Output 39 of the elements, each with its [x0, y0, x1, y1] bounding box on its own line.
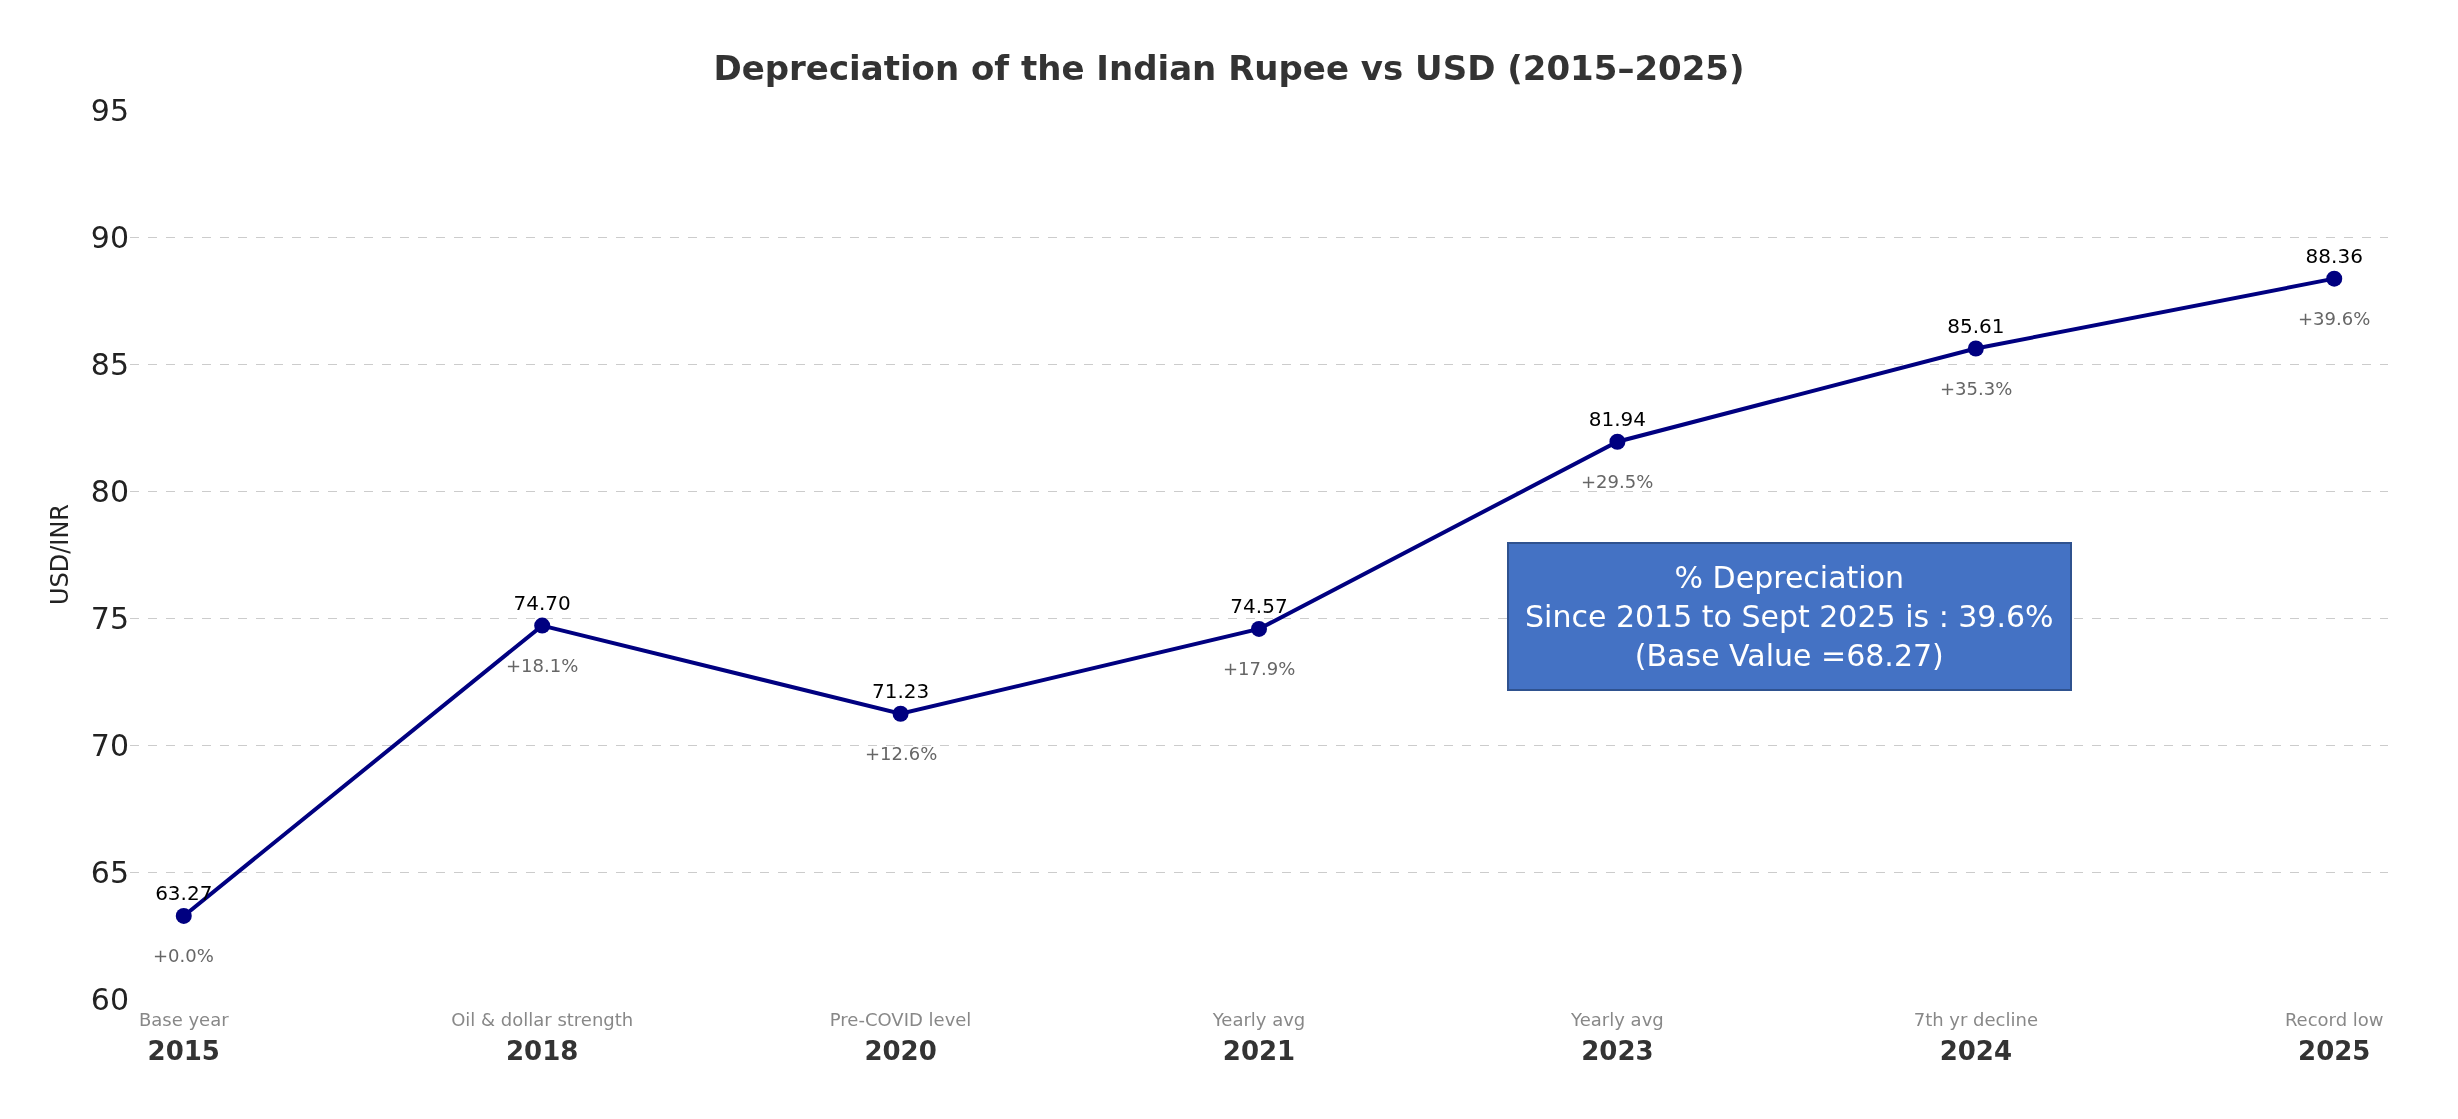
- annotation: +35.3%: [1940, 378, 2013, 399]
- annotation: +0.0%: [153, 945, 214, 966]
- x-tick-label: 7th yr decline 2024: [1913, 1009, 2038, 1066]
- x-tick-label: Yearly avg 2023: [1570, 1009, 1664, 1066]
- point: [1251, 620, 1267, 637]
- point: [1967, 340, 1984, 357]
- y-tick-label: 95: [90, 92, 129, 128]
- point: [1609, 433, 1626, 450]
- point: [2326, 270, 2343, 287]
- annotation: +18.1%: [506, 655, 579, 676]
- x-tick-label: Pre-COVID level 2020: [829, 1009, 972, 1066]
- point: [175, 907, 192, 924]
- text: 85.61: [1947, 313, 2005, 338]
- x-tick-label: Oil & dollar strength 2018: [451, 1009, 634, 1066]
- point: [892, 705, 909, 722]
- text: 88.36: [2305, 243, 2363, 268]
- x-tick-label: Record low 2025: [2284, 1009, 2384, 1066]
- y-tick-label: 60: [90, 981, 129, 1017]
- y-tick-label: 75: [90, 600, 129, 636]
- annotation: % Depreciation Since 2015 to Sept 2025 is : 39.6% (Base Value =68.27): [1525, 560, 2054, 673]
- x-tick-label: Base year 2015: [138, 1009, 230, 1066]
- y-axis-title: USD/INR: [45, 503, 74, 606]
- text: 74.70: [513, 590, 571, 615]
- text: 71.23: [871, 678, 930, 703]
- annotation: +29.5%: [1581, 471, 1654, 492]
- y-tick-label: 70: [90, 727, 129, 763]
- y-tick-label: 65: [90, 854, 129, 890]
- annotation: +12.6%: [865, 743, 938, 764]
- y-tick-label: 80: [90, 473, 129, 509]
- annotation: +39.6%: [2298, 308, 2371, 329]
- text: 63.27: [155, 880, 213, 905]
- text: 81.94: [1588, 406, 1647, 431]
- chart-title: Depreciation of the Indian Rupee vs USD (2015–2025): [713, 47, 1745, 88]
- y-tick-label: 85: [90, 346, 129, 382]
- annotation: +17.9%: [1223, 658, 1296, 679]
- point: [534, 617, 551, 634]
- x-tick-label: Yearly avg 2021: [1211, 1009, 1306, 1066]
- text: 74.57: [1230, 593, 1288, 618]
- y-tick-label: 90: [90, 219, 129, 255]
